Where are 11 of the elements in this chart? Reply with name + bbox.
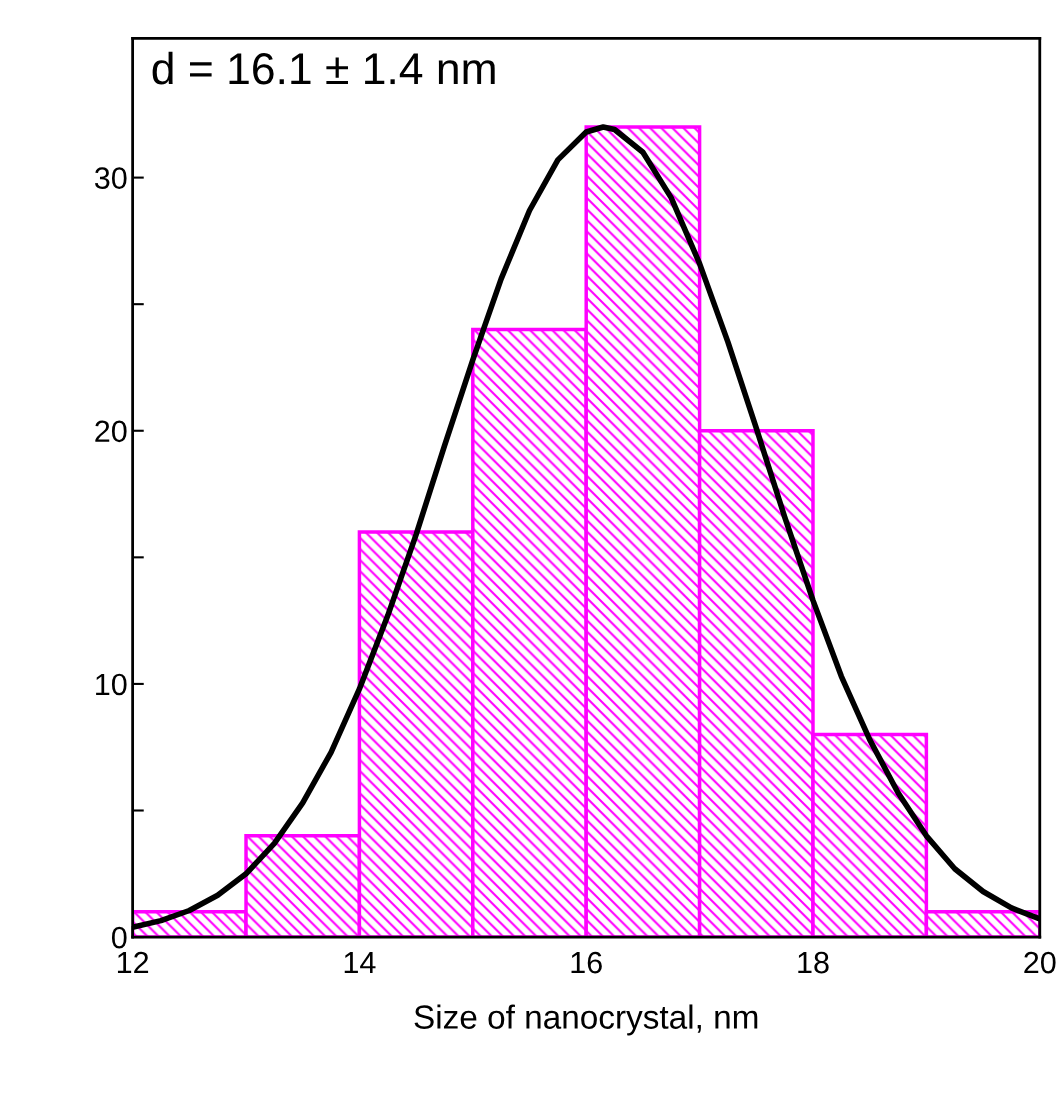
x-tick-label: 14 xyxy=(344,952,376,974)
y-tick-label: 30 xyxy=(94,167,127,189)
x-tick-label: 16 xyxy=(571,951,602,974)
x-tick-label: 12 xyxy=(117,951,149,974)
annotation: d = 16.1 ± 1.4 nm xyxy=(152,51,495,85)
x-tick-label: 20 xyxy=(1024,951,1056,974)
y-tick-label: 20 xyxy=(95,420,127,443)
x-tick-label: 18 xyxy=(798,951,829,974)
y-tick-label: 0 xyxy=(111,926,127,949)
x-axis-title: Size of nanocrystal, nm xyxy=(414,1004,758,1036)
y-tick-label: 10 xyxy=(96,673,127,696)
